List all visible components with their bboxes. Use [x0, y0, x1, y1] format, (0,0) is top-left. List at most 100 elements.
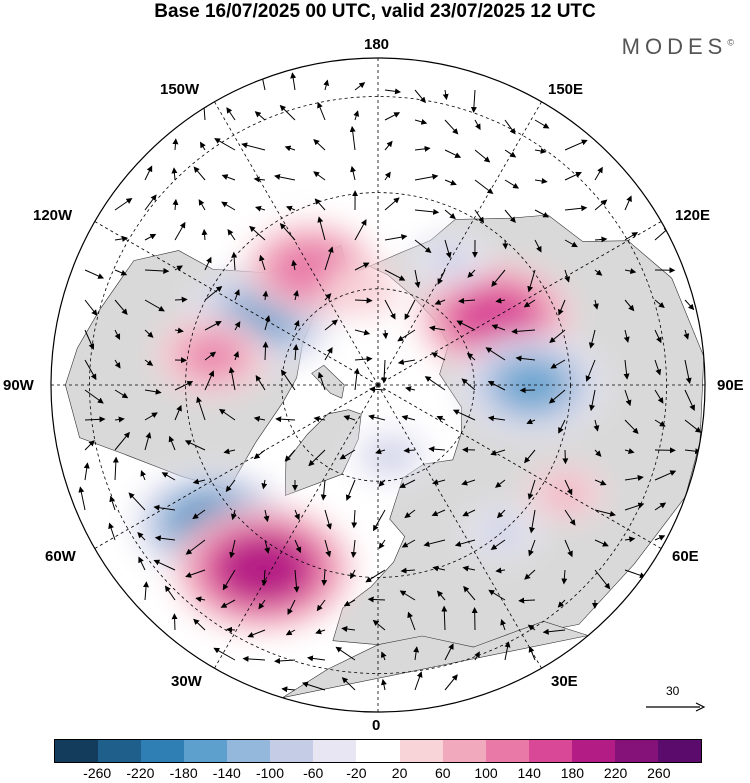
meridian-line — [377, 101, 542, 386]
wind-vector-arrow — [144, 233, 157, 241]
wind-vector-arrow — [458, 297, 476, 304]
colorbar-cell — [184, 740, 228, 762]
wind-vector-arrow — [294, 509, 300, 521]
wind-vector-arrow — [293, 290, 299, 301]
wind-vector-arrow — [204, 370, 215, 391]
wind-vector-arrow — [564, 269, 571, 283]
wind-vector-arrow — [242, 655, 266, 662]
wind-vector-arrow — [137, 531, 146, 541]
wind-vector-arrow — [253, 449, 266, 460]
wind-vector-arrow — [594, 236, 608, 243]
wind-vector-arrow — [234, 321, 241, 331]
wind-vector-arrow — [524, 569, 536, 580]
wind-vector-arrow — [444, 209, 456, 220]
wind-vector-arrow — [470, 89, 477, 113]
wind-vector-arrow — [524, 449, 536, 464]
wind-vector-arrow — [527, 624, 536, 631]
wind-vector-arrow — [623, 359, 630, 380]
wind-vector-arrow — [112, 456, 119, 481]
wind-vector-arrow — [343, 415, 356, 421]
anomaly-blob — [482, 518, 521, 546]
wind-vector-arrow — [431, 352, 446, 361]
wind-vector-arrow — [317, 216, 326, 241]
wind-vector-arrow — [313, 416, 326, 422]
wind-vector-arrow — [401, 539, 416, 548]
colorbar-tick-label: -220 — [126, 765, 155, 781]
wind-vector-arrow — [491, 269, 506, 287]
wind-vector-arrow — [436, 415, 446, 422]
wind-vector-arrow — [128, 492, 146, 511]
wind-vector-arrow — [354, 219, 367, 241]
wind-vector-arrow — [594, 569, 611, 590]
wind-vector-arrow — [349, 125, 356, 151]
wind-vector-arrow — [339, 449, 356, 460]
wind-vector-arrow — [354, 262, 370, 271]
colorbar-cell — [141, 740, 185, 762]
colorbar-cell — [356, 740, 400, 762]
wind-vector-arrow — [324, 319, 338, 331]
wind-vector-arrow — [414, 208, 440, 215]
wind-vector-arrow — [624, 389, 632, 407]
wind-vector-arrow — [463, 585, 476, 601]
wind-vector-arrow — [502, 239, 509, 250]
wind-vector-arrow — [384, 88, 401, 95]
wind-vector-arrow — [171, 613, 178, 631]
wind-vector-arrow — [114, 359, 121, 369]
wind-vector-arrow — [474, 651, 480, 661]
wind-vector-arrow — [307, 655, 326, 662]
wind-vector-arrow — [144, 165, 153, 181]
wind-vector-arrow — [373, 509, 386, 532]
wind-vector-arrow — [403, 447, 416, 454]
wind-vector-arrow — [564, 239, 578, 248]
meridian-line — [377, 384, 662, 549]
wind-vector-arrow — [523, 299, 536, 308]
wind-vector-arrow — [140, 470, 147, 481]
wind-vector-arrow — [84, 440, 95, 451]
wind-vector-arrow — [253, 176, 266, 183]
colorbar-tick-label: 220 — [603, 765, 628, 781]
wind-vector-arrow — [384, 299, 396, 320]
wind-vector-arrow — [444, 643, 454, 661]
wind-vector-arrow — [367, 596, 386, 603]
colorbar-tick-label: 180 — [560, 765, 585, 781]
wind-vector-arrow — [154, 535, 176, 542]
wind-vector-arrow — [161, 472, 176, 481]
wind-vector-arrow — [172, 138, 179, 151]
wind-vector-arrow — [317, 371, 326, 391]
wind-vector-arrow — [397, 329, 416, 342]
wind-vector-arrow — [229, 539, 236, 559]
lon-label-60e: 60E — [672, 548, 699, 565]
wind-vector-arrow — [511, 328, 536, 335]
colorbar-cell — [485, 740, 529, 762]
wind-vector-arrow — [354, 297, 373, 304]
wind-vector-arrow — [405, 386, 416, 393]
wind-vector-arrow — [624, 268, 637, 275]
wind-vector-arrow — [528, 539, 536, 557]
wind-vector-arrow — [562, 449, 569, 465]
wind-vector-arrow — [654, 329, 662, 344]
wind-vector-arrow — [384, 140, 393, 151]
wind-vector-arrow — [423, 539, 446, 547]
wind-vector-arrow — [174, 404, 182, 421]
lon-label-120w: 120W — [33, 207, 73, 224]
wind-vector-arrow — [594, 269, 603, 276]
wind-vector-arrow — [284, 449, 296, 462]
wind-vector-arrow — [461, 479, 476, 486]
wind-vector-arrow — [684, 419, 702, 433]
wind-vector-arrow — [226, 626, 236, 633]
wind-vector-arrow — [143, 581, 149, 601]
wind-vector-arrow — [624, 195, 632, 211]
wind-vector-arrow — [293, 569, 300, 593]
wind-vector-arrow — [496, 509, 506, 519]
wind-vector-arrow — [84, 389, 104, 404]
wind-vector-arrow — [255, 374, 266, 391]
wind-vector-arrow — [375, 448, 386, 455]
wind-vector-arrow — [84, 416, 106, 423]
wind-vector-arrow — [341, 677, 356, 691]
wind-vector-arrow — [225, 479, 236, 493]
wind-vector-arrow — [290, 72, 297, 91]
wind-vector-arrow — [138, 556, 146, 571]
wind-vector-arrow — [281, 686, 296, 693]
meridian-line — [94, 221, 379, 386]
wind-vector-arrow — [414, 145, 431, 152]
